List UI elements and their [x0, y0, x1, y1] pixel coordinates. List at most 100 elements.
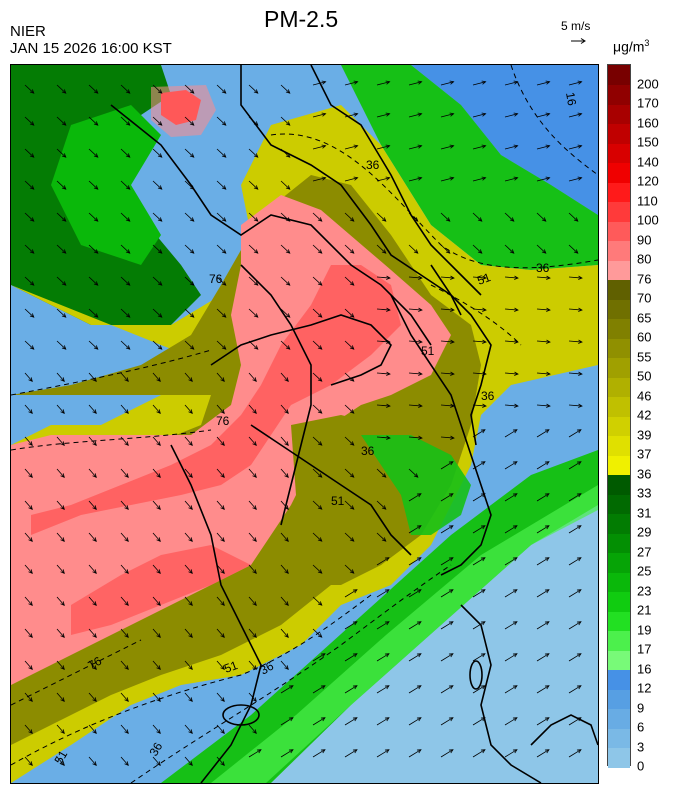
wind-arrow-head [157, 345, 163, 350]
wind-arrow [504, 404, 518, 407]
wind-arrow [408, 372, 422, 375]
wind-arrow [280, 564, 289, 574]
wind-arrow [120, 532, 129, 542]
wind-arrow-head [480, 685, 486, 690]
color-scale-label: 16 [637, 661, 652, 676]
wind-arrow [504, 244, 515, 254]
wind-arrow-head [544, 653, 550, 658]
wind-arrow [280, 596, 289, 606]
wind-arrow [408, 308, 422, 311]
wind-arrow-head [253, 281, 259, 286]
wind-arrow-head [514, 307, 519, 312]
wind-arrow [216, 468, 225, 478]
wind-arrow [248, 276, 259, 286]
color-scale-label: 0 [637, 758, 645, 774]
wind-arrow [504, 308, 518, 311]
wind-arrow-head [60, 633, 65, 638]
wind-arrow-head [156, 537, 161, 542]
wind-arrow-head [413, 217, 419, 222]
wind-arrow-head [317, 345, 323, 350]
wind-arrow [440, 340, 454, 343]
wind-arrow [472, 685, 486, 694]
wind-arrow-head [253, 121, 259, 126]
wind-arrow-head [189, 153, 195, 158]
wind-arrow-head [477, 217, 483, 222]
wind-arrow-head [284, 633, 289, 638]
wind-arrow [184, 84, 195, 94]
wind-arrow-head [285, 249, 291, 254]
wind-arrow-head [124, 729, 129, 734]
wind-arrow-head [29, 217, 35, 222]
wind-arrow [376, 557, 390, 566]
wind-arrow-head [29, 153, 35, 158]
wind-arrow-head [156, 441, 161, 446]
wind-arrow-head [576, 653, 582, 658]
color-scale-segment [608, 84, 630, 105]
wind-arrow-head [221, 217, 227, 222]
wind-arrow [408, 468, 419, 478]
wind-arrow-head [188, 409, 193, 414]
wind-arrow-head [92, 409, 97, 414]
wind-arrow [216, 276, 227, 286]
wind-arrow [408, 81, 422, 86]
wind-arrow-head [349, 473, 355, 478]
wind-arrow [312, 113, 326, 118]
wind-arrow-head [352, 717, 358, 722]
unit-label: μg/m3 [613, 38, 650, 55]
wind-arrow-head [544, 749, 550, 754]
wind-arrow-head [576, 621, 582, 626]
wind-arrow [376, 372, 390, 375]
wind-arrow-head [221, 185, 227, 190]
wind-arrow [24, 500, 33, 510]
wind-arrow-head [220, 601, 225, 606]
wind-arrow [216, 564, 225, 574]
wind-arrow-head [509, 217, 515, 222]
wind-arrow-head [188, 569, 193, 574]
pm25-map[interactable]: 16 36 36 51 76 51 36 76 36 51 76 51 36 51 36 [10, 64, 599, 784]
wind-arrow-head [92, 601, 97, 606]
wind-arrow [376, 500, 387, 510]
wind-arrow-head [349, 409, 355, 414]
wind-arrow [472, 276, 486, 279]
wind-arrow-head [221, 89, 227, 94]
wind-arrow-head [188, 473, 193, 478]
wind-arrow-head [92, 729, 97, 734]
wind-arrow [472, 749, 486, 758]
color-scale-label: 100 [637, 212, 659, 228]
wind-arrow [248, 532, 257, 542]
color-scale-label: 70 [637, 290, 652, 306]
wind-arrow [120, 468, 129, 478]
wind-arrow [408, 621, 422, 630]
wind-arrow-head [284, 569, 289, 574]
wind-arrow [120, 308, 131, 318]
wind-arrow [472, 429, 486, 438]
wind-arrow [376, 145, 390, 150]
wind-arrow-head [573, 249, 579, 254]
wind-arrow [280, 500, 289, 510]
wind-arrow [24, 692, 33, 702]
wind-arrow-head [125, 89, 131, 94]
wind-arrow-head [545, 176, 551, 181]
color-scale-segment [608, 377, 630, 397]
wind-arrow-head [449, 176, 455, 181]
wind-arrow-head [220, 729, 225, 734]
contour-label: 36 [258, 659, 277, 678]
wind-arrow [504, 372, 518, 375]
wind-arrow [216, 660, 225, 670]
wind-arrow-head [29, 89, 35, 94]
wind-arrow-head [60, 505, 65, 510]
wind-arrow-head [418, 403, 423, 408]
wind-arrow-head [512, 717, 518, 722]
color-scale-label: 12 [637, 680, 652, 696]
color-scale-label: 6 [637, 719, 645, 735]
wind-arrow-head [416, 749, 422, 754]
wind-arrow [216, 436, 225, 446]
wind-arrow-head [448, 685, 454, 690]
wind-arrow-head [544, 557, 550, 562]
wind-arrow [472, 372, 486, 375]
wind-arrow-head [157, 313, 163, 318]
wind-arrow [152, 724, 161, 734]
wind-arrow-head [252, 665, 257, 670]
wind-arrow [24, 180, 35, 190]
wind-arrow-head [220, 473, 225, 478]
